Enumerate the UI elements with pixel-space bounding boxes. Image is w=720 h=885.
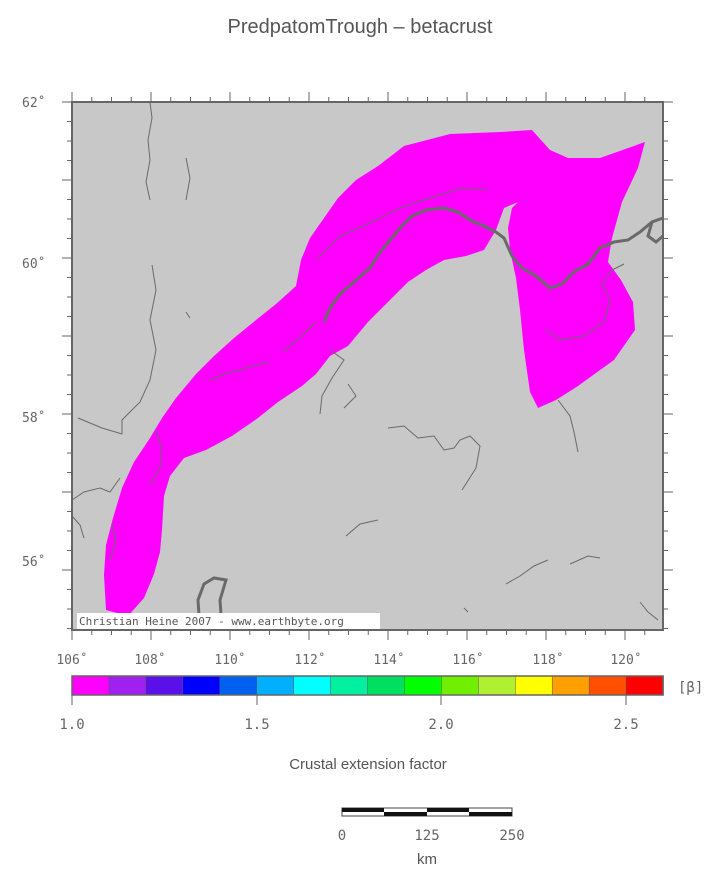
lat-label: 58˚ xyxy=(22,410,45,426)
colorbar-swatch xyxy=(367,675,406,696)
river-line xyxy=(505,559,549,585)
frame-ticks xyxy=(62,92,673,640)
river-line xyxy=(281,321,317,353)
colorbar-swatch xyxy=(71,675,110,696)
colorbar-swatch xyxy=(256,675,295,696)
colorbar-swatch xyxy=(404,675,443,696)
river-line xyxy=(77,264,157,435)
lon-label: 116˚ xyxy=(452,652,483,668)
colorbar-swatch xyxy=(625,675,664,696)
colorbar-tick-label: 1.0 xyxy=(59,717,84,733)
river-line xyxy=(639,601,659,621)
colorbar-tick-label: 2.0 xyxy=(428,717,453,733)
colorbar-swatch xyxy=(108,675,147,696)
map-frame xyxy=(71,101,664,631)
lat-label: 60˚ xyxy=(22,256,45,272)
colorbar-frame xyxy=(71,675,664,696)
lon-label: 114˚ xyxy=(373,652,404,668)
lon-label: 106˚ xyxy=(56,652,87,668)
credit-text: Christian Heine 2007 - www.earthbyte.org xyxy=(79,615,344,628)
colorbar-swatch xyxy=(330,675,369,696)
lake-shape xyxy=(196,576,228,631)
lon-label: 110˚ xyxy=(214,652,245,668)
scale-tick-label: 0 xyxy=(338,828,346,844)
colorbar-swatch xyxy=(441,675,480,696)
river-line xyxy=(545,263,625,341)
river-line xyxy=(185,311,191,319)
colorbar-swatch xyxy=(551,675,590,696)
scale-unit: km xyxy=(417,851,437,868)
river-line xyxy=(345,519,379,537)
river-line xyxy=(319,349,345,415)
lon-label: 112˚ xyxy=(294,652,325,668)
river-line xyxy=(149,429,163,486)
credit-box xyxy=(77,613,380,629)
main-river-tributary xyxy=(646,221,664,244)
river-line xyxy=(387,425,481,491)
colorbar-caption: Crustal extension factor xyxy=(289,756,447,773)
river-line xyxy=(71,515,85,539)
lat-label: 56˚ xyxy=(22,554,45,570)
river-line xyxy=(317,187,489,259)
scale-tick-label: 250 xyxy=(499,828,524,844)
longitude-labels: 106˚ 108˚ 110˚ 112˚ 114˚ 116˚ 118˚ 120˚ xyxy=(56,652,641,668)
main-river xyxy=(322,206,664,323)
river-line xyxy=(145,101,153,201)
river-line xyxy=(463,607,469,613)
colorbar-tick-label: 1.5 xyxy=(244,717,269,733)
river-line xyxy=(569,555,601,565)
map-title: PredpatomTrough – betacrust xyxy=(227,16,493,38)
colorbar xyxy=(71,675,664,696)
colorbar-unit-label: [β] xyxy=(678,680,703,696)
river-line xyxy=(209,361,269,381)
colorbar-ticks xyxy=(71,695,627,705)
lon-label: 108˚ xyxy=(134,652,165,668)
latitude-labels: 62˚ 60˚ 58˚ 56˚ xyxy=(22,95,45,570)
colorbar-swatch xyxy=(478,675,516,696)
river-line xyxy=(185,157,191,201)
river-line xyxy=(343,383,357,409)
lat-label: 62˚ xyxy=(22,95,45,111)
colorbar-swatch xyxy=(515,675,553,696)
scale-tick-label: 125 xyxy=(414,828,439,844)
colorbar-swatch xyxy=(293,675,332,696)
rivers xyxy=(71,101,659,621)
river-line xyxy=(109,523,117,561)
colorbar-tick-label: 2.5 xyxy=(613,717,638,733)
colorbar-swatch xyxy=(588,675,627,696)
scale-bar xyxy=(341,807,513,817)
extension-region xyxy=(104,130,645,616)
colorbar-swatch xyxy=(145,675,184,696)
colorbar-swatch xyxy=(219,675,258,696)
colorbar-swatch xyxy=(182,675,221,696)
river-line xyxy=(557,399,579,453)
lon-label: 120˚ xyxy=(610,652,641,668)
river-line xyxy=(71,477,121,501)
lon-label: 118˚ xyxy=(532,652,563,668)
